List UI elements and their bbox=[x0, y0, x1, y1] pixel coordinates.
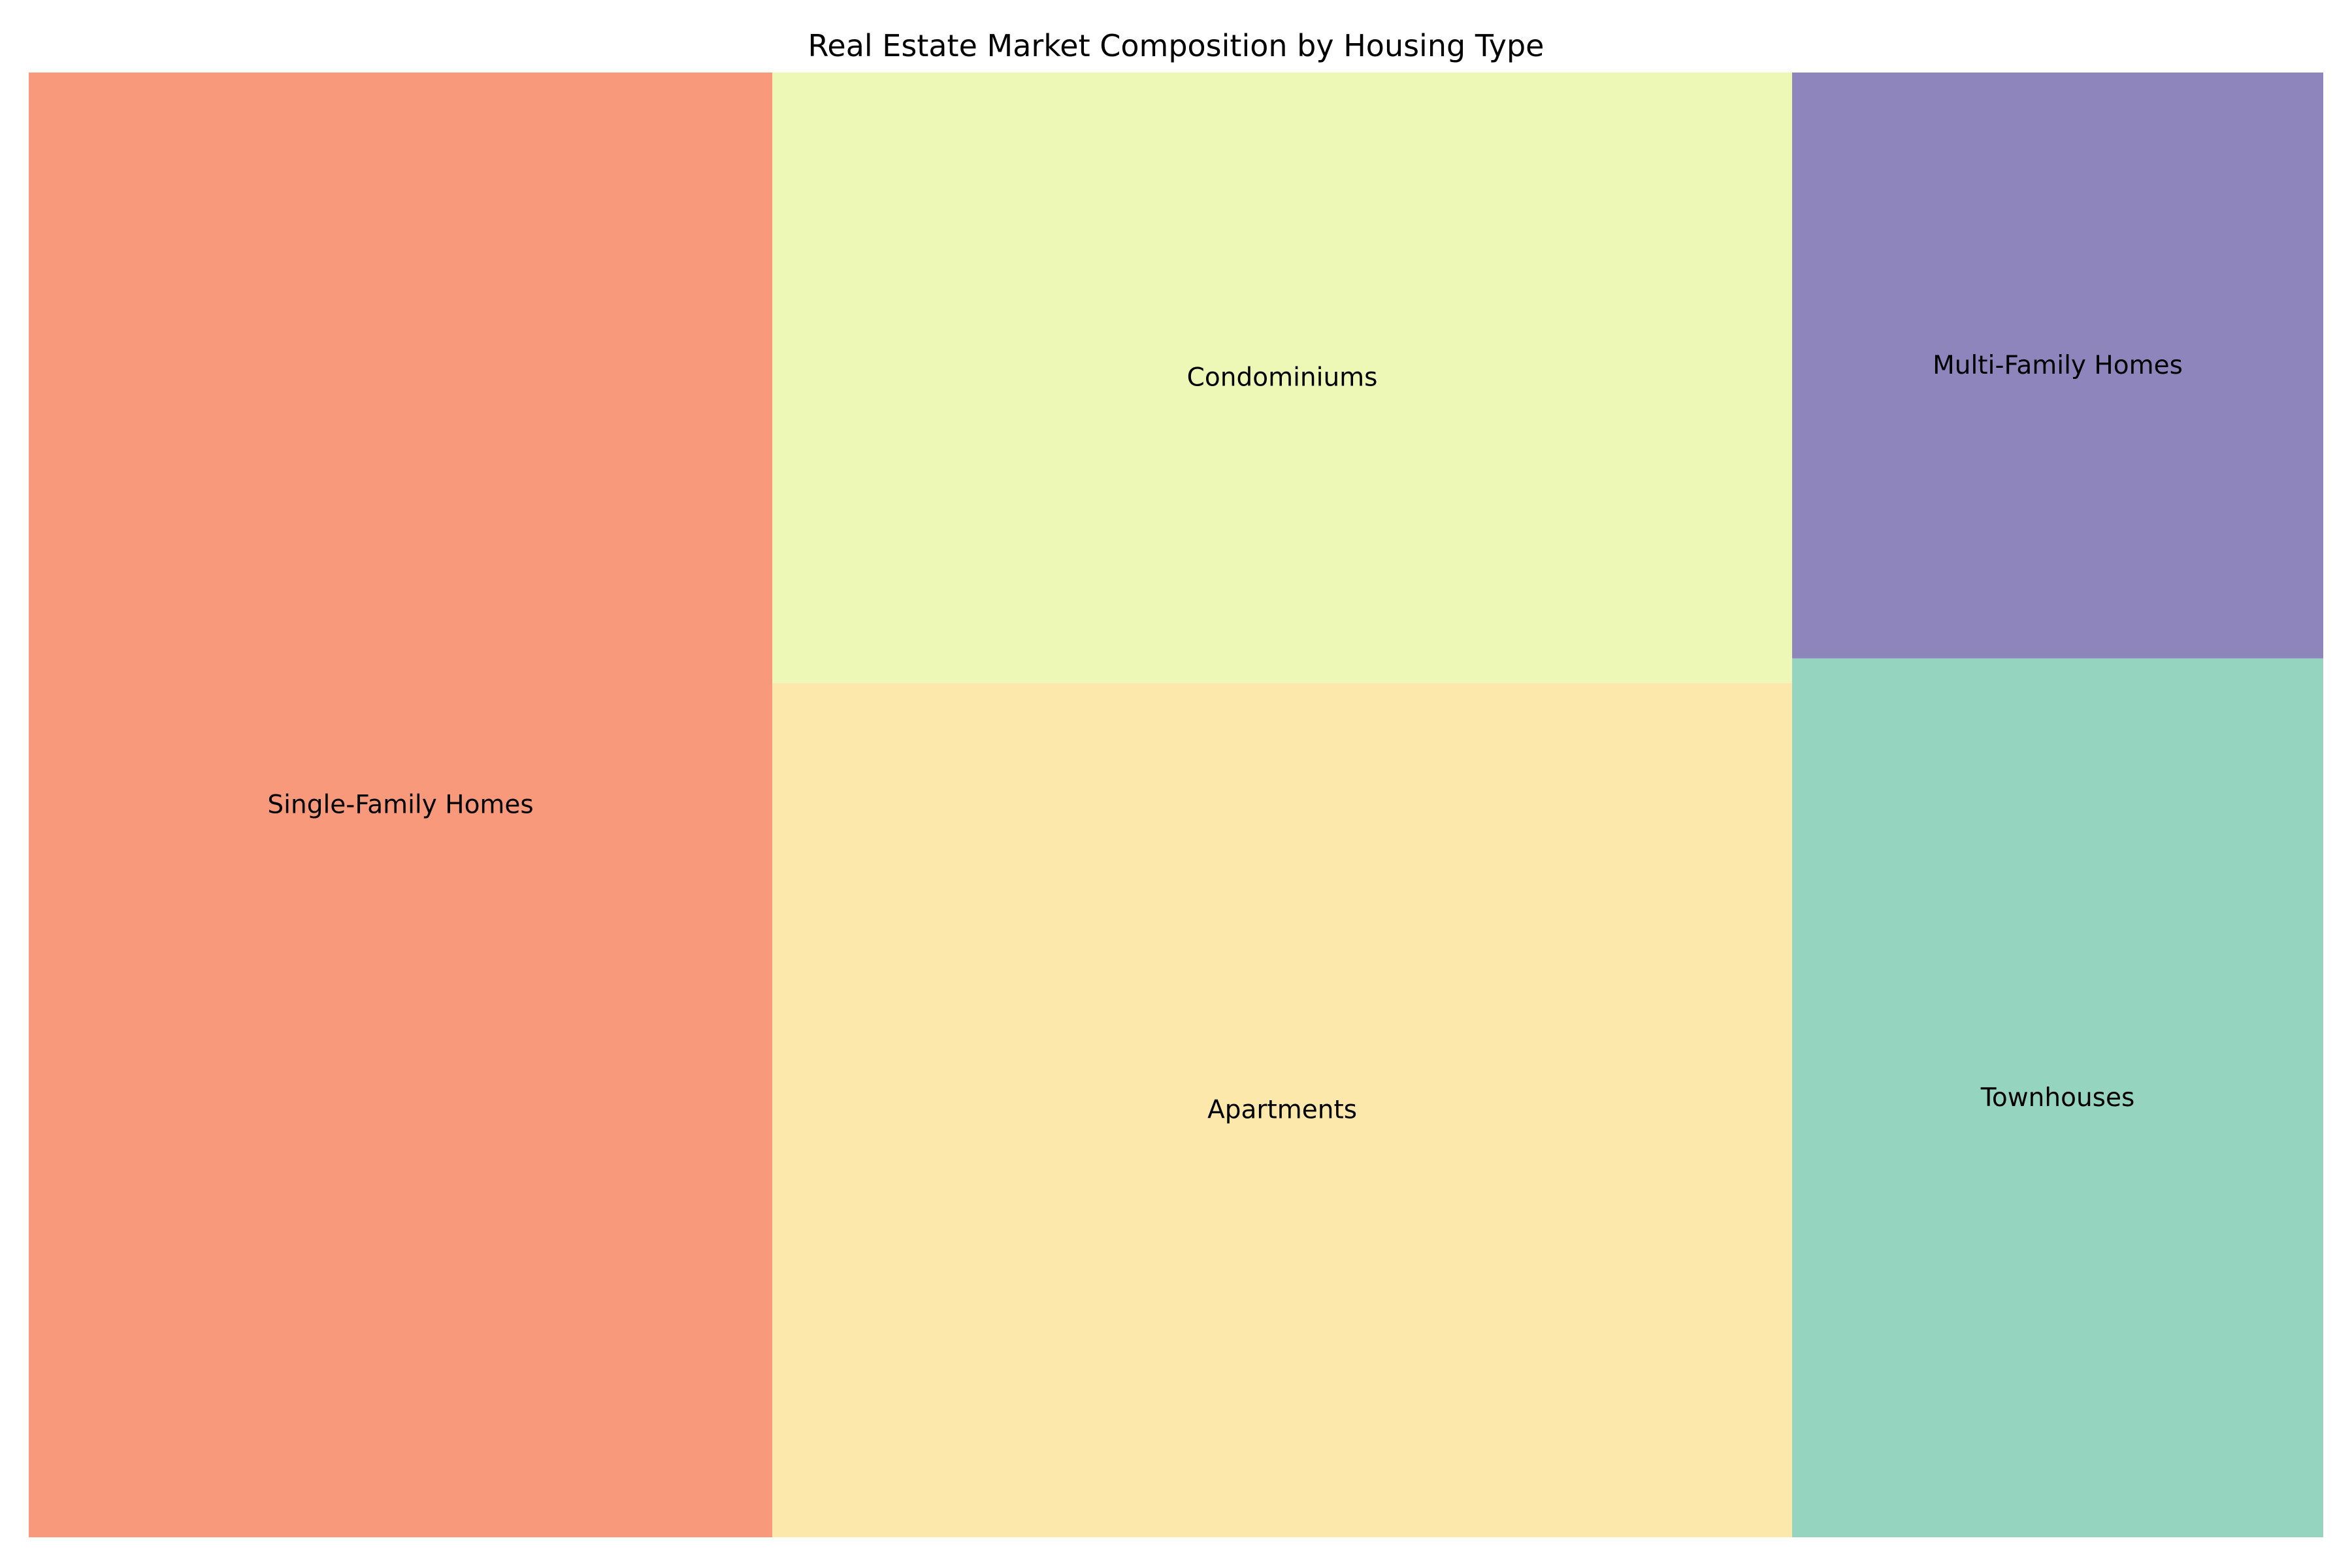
tile-label-multi-family-homes: Multi-Family Homes bbox=[1933, 351, 2183, 380]
tile-rect-multi-family-homes bbox=[1792, 73, 2323, 659]
tile-rect-apartments bbox=[772, 683, 1793, 1537]
tile-label-apartments: Apartments bbox=[1207, 1096, 1357, 1125]
treemap-tile-townhouses: Townhouses bbox=[1792, 658, 2323, 1537]
tile-rect-townhouses bbox=[1792, 658, 2323, 1537]
treemap-tile-condominiums: Condominiums bbox=[772, 73, 1793, 683]
chart-title: Real Estate Market Composition by Housin… bbox=[808, 28, 1544, 63]
tile-label-single-family-homes: Single-Family Homes bbox=[267, 791, 533, 820]
tile-rect-single-family-homes bbox=[29, 73, 773, 1537]
tile-rect-condominiums bbox=[772, 73, 1793, 683]
treemap-tile-multi-family-homes: Multi-Family Homes bbox=[1792, 73, 2323, 659]
tile-label-condominiums: Condominiums bbox=[1187, 363, 1378, 393]
treemap-tile-single-family-homes: Single-Family Homes bbox=[29, 73, 773, 1537]
tile-label-townhouses: Townhouses bbox=[1980, 1083, 2135, 1113]
treemap-tile-apartments: Apartments bbox=[772, 683, 1793, 1537]
